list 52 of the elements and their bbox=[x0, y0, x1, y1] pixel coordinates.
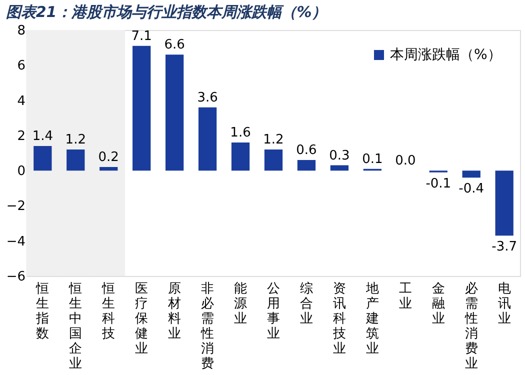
x-tick-label: 金融业 bbox=[432, 282, 445, 326]
x-tick-label: 恒生指数 bbox=[35, 282, 50, 342]
y-tick-label: −6 bbox=[6, 270, 26, 284]
text: -0.4 bbox=[458, 182, 484, 197]
text: 0.1 bbox=[362, 152, 383, 167]
x-tick-label: 非必需性消费 bbox=[200, 282, 214, 372]
bar bbox=[330, 165, 349, 171]
x-tick-label: 恒生科技 bbox=[101, 282, 116, 342]
text: 3.6 bbox=[197, 90, 218, 106]
bar bbox=[231, 142, 250, 171]
bar bbox=[100, 167, 118, 171]
text: 1.2 bbox=[65, 132, 86, 148]
x-tick-label: 地产建筑业 bbox=[364, 282, 379, 356]
x-tick-label: 恒生中国企业 bbox=[68, 282, 82, 372]
y-tick-label: 2 bbox=[17, 128, 26, 144]
bar bbox=[264, 149, 283, 171]
bar bbox=[297, 160, 316, 171]
chart-title: 图表21：港股市场与行业指数本周涨跌幅（%） bbox=[6, 3, 327, 21]
x-tick-label: 电讯业 bbox=[498, 282, 511, 326]
bar bbox=[66, 149, 85, 171]
x-tick-label: 能源业 bbox=[234, 282, 248, 326]
y-tick-label: 4 bbox=[17, 94, 26, 109]
bar bbox=[198, 107, 217, 171]
bar bbox=[495, 170, 514, 236]
text: 0.3 bbox=[329, 148, 350, 164]
text: 0.6 bbox=[296, 143, 317, 158]
bar bbox=[34, 146, 52, 171]
text: -3.7 bbox=[492, 240, 518, 255]
text: 7.1 bbox=[131, 28, 152, 44]
x-tick-label: 必需性消费业 bbox=[464, 282, 478, 372]
bar bbox=[462, 170, 480, 178]
bar bbox=[132, 46, 151, 171]
text: -0.1 bbox=[426, 176, 452, 192]
bar bbox=[166, 54, 184, 171]
x-tick-label: 综合业 bbox=[300, 282, 313, 326]
text: 1.2 bbox=[263, 132, 284, 148]
text: 1.6 bbox=[230, 125, 251, 140]
x-tick-label: 公用事业 bbox=[267, 282, 280, 342]
text: 1.4 bbox=[32, 128, 54, 144]
x-tick-label: 医疗保健业 bbox=[135, 282, 148, 356]
text: 0.0 bbox=[395, 154, 416, 169]
text: 6.6 bbox=[164, 38, 185, 53]
x-tick-label: 资讯科技业 bbox=[332, 282, 346, 356]
y-tick-label: −2 bbox=[6, 199, 26, 214]
y-tick-label: 6 bbox=[17, 58, 26, 74]
x-tick-label: 原材料业 bbox=[167, 282, 182, 342]
x-tick-label: 工业 bbox=[398, 282, 412, 312]
y-tick-label: 8 bbox=[17, 24, 26, 38]
legend-label: 本周涨跌幅（%） bbox=[390, 47, 502, 63]
text: 0.2 bbox=[98, 150, 119, 166]
y-tick-label: −4 bbox=[6, 234, 26, 250]
y-tick-label: 0 bbox=[17, 164, 26, 180]
